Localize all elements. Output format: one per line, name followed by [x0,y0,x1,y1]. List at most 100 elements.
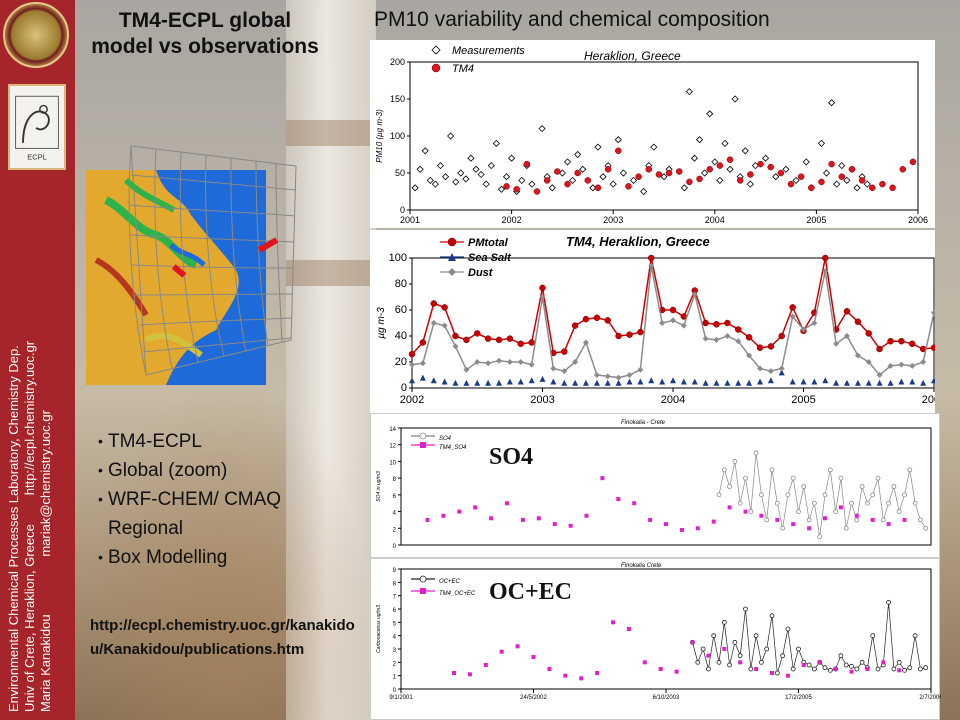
data-point [843,662,849,668]
data-point [833,180,841,188]
data-point [757,160,764,168]
data-point [648,377,655,384]
data-point [902,492,907,498]
data-point [536,516,541,521]
data-point [462,175,470,183]
x-tick-label: 2002 [502,215,522,225]
data-point [680,184,688,192]
data-point [658,667,663,671]
data-point [604,166,612,173]
data-point [539,294,546,300]
data-point [594,143,602,151]
data-point [817,660,822,665]
data-point [436,162,445,170]
data-point [732,639,738,645]
data-point [584,513,589,518]
data-point [849,500,854,506]
chart-title: Finokalia - Crete [621,420,666,426]
data-point [854,379,861,386]
x-tick-label: 2006 [922,394,935,406]
data-point [843,379,850,386]
data-point [762,154,770,162]
data-point [503,183,510,190]
ecpl-logo: ECPL [8,84,66,170]
data-point [485,379,492,386]
data-point [796,509,801,514]
data-point [746,379,753,386]
y-tick-label: 14 [389,427,396,433]
data-point [520,517,525,522]
data-point [843,308,851,315]
data-point [727,484,733,489]
data-point [726,165,734,173]
data-point [485,360,492,367]
data-point [838,173,846,180]
data-point [822,268,829,274]
data-point [854,513,859,518]
data-point [528,377,535,384]
data-point [604,373,611,380]
data-point [517,340,524,348]
data-point [887,337,894,345]
chart-title: Finokalia Crete [621,563,662,569]
data-point [648,517,653,522]
data-point [463,336,470,344]
y-tick-label: 60 [395,304,407,316]
legend-label: OC+EC [439,579,461,585]
data-point [701,169,709,177]
data-point [528,361,535,368]
data-point [584,177,592,184]
data-point [474,330,481,337]
data-point [735,326,742,333]
chart-panel-ocec: 0 1 2 3 4 5 6 7 8 9 9/1/2001 24/5/2002 6/10/2003 17/2… [370,558,943,720]
data-point [564,180,571,188]
data-point [738,660,743,665]
legend-label: Dust [468,267,494,279]
y-tick-label: 1 [393,675,397,681]
data-point [923,665,929,671]
sidebar: ECPL Environmental Chemical Processes La… [0,0,75,720]
data-point [736,177,744,184]
data-point [457,509,462,514]
data-point [550,378,557,385]
data-point [615,332,622,340]
data-point [918,517,923,523]
data-point [724,379,731,386]
data-point [670,377,676,384]
data-point [735,379,742,386]
publications-link[interactable]: http://ecpl.chemistry.uoc.gr/kanakidou/K… [90,617,355,658]
data-point [764,646,770,652]
data-point [790,666,796,672]
data-point [822,254,829,262]
y-tick-label: 50 [395,168,405,178]
y-axis-label: Carbonaceous ug/m3 [376,605,382,653]
data-point [758,492,764,498]
data-point [896,509,902,514]
legend-label: TM4_SO4 [439,445,467,451]
data-point [548,184,556,192]
data-point [724,319,731,327]
chart-panel-tm4: 0 20 40 60 80 100 2002 2003 2004 2005 2006 µg m-3 TM… [370,230,946,413]
data-point [452,379,459,386]
data-point [489,516,494,521]
data-point [828,160,835,168]
data-point [716,176,724,184]
data-point [879,180,886,188]
data-point [721,467,727,473]
data-point [898,378,905,385]
y-tick-label: 2 [393,527,397,533]
data-point [419,432,427,440]
data-point [515,644,520,649]
data-point [876,379,883,386]
data-point [931,377,937,384]
data-point [523,160,531,168]
y-tick-label: 7 [393,595,397,601]
data-point [615,147,622,155]
x-tick-label: 2/7/2006 [919,695,941,701]
x-tick-label: 2001 [400,215,420,225]
data-point [496,379,503,386]
y-axis-label: µg m-3 [376,307,387,339]
data-point [759,513,764,518]
data-point [780,653,786,659]
data-point [497,185,506,193]
